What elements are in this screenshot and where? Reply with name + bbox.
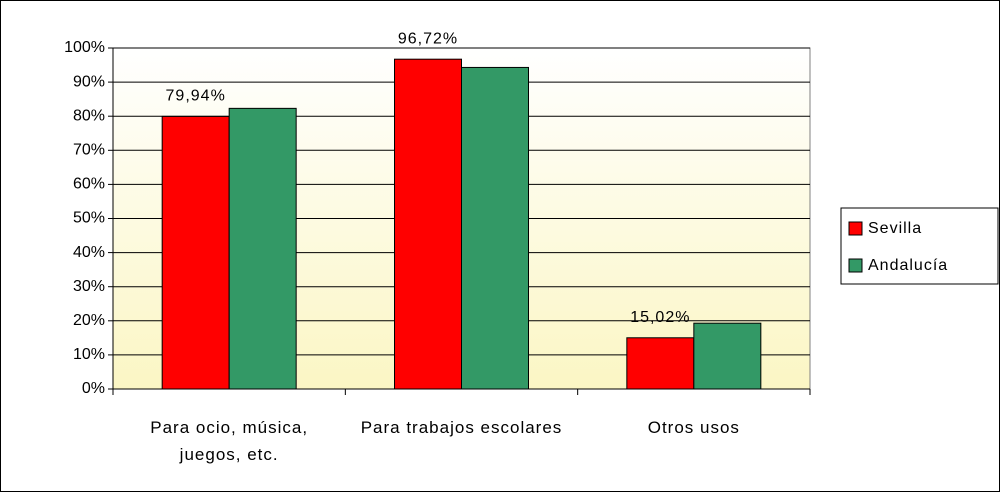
bar — [461, 66, 529, 390]
bar — [693, 322, 762, 390]
y-tick-label: 10% — [73, 346, 105, 363]
value-label: 96,72% — [398, 30, 458, 47]
y-tick-label: 100% — [64, 39, 105, 56]
bar — [626, 337, 695, 390]
y-tick-label: 20% — [73, 312, 105, 329]
legend-swatch — [848, 258, 863, 273]
x-tick-label: Otros usos — [647, 418, 740, 437]
y-tick-label: 40% — [73, 244, 105, 261]
y-tick-label: 80% — [73, 107, 105, 124]
value-label: 15,02% — [630, 309, 690, 326]
y-tick-label: 90% — [73, 73, 105, 90]
legend-label: Sevilla — [868, 220, 922, 237]
bar — [228, 107, 297, 390]
legend-swatch — [848, 221, 863, 236]
y-tick-label: 50% — [73, 210, 105, 227]
y-tick-label: 70% — [73, 142, 105, 159]
y-tick-label: 60% — [73, 176, 105, 193]
y-tick-label: 0% — [82, 380, 105, 397]
y-tick-label: 30% — [73, 278, 105, 295]
value-label: 79,94% — [166, 88, 226, 105]
x-tick-label: Para ocio, música, juegos, etc. — [150, 418, 309, 464]
bar — [394, 58, 462, 390]
x-tick-label: Para trabajos escolares — [360, 418, 563, 437]
legend-box — [840, 207, 999, 285]
legend-label: Andalucía — [868, 257, 948, 274]
bar — [161, 115, 230, 390]
